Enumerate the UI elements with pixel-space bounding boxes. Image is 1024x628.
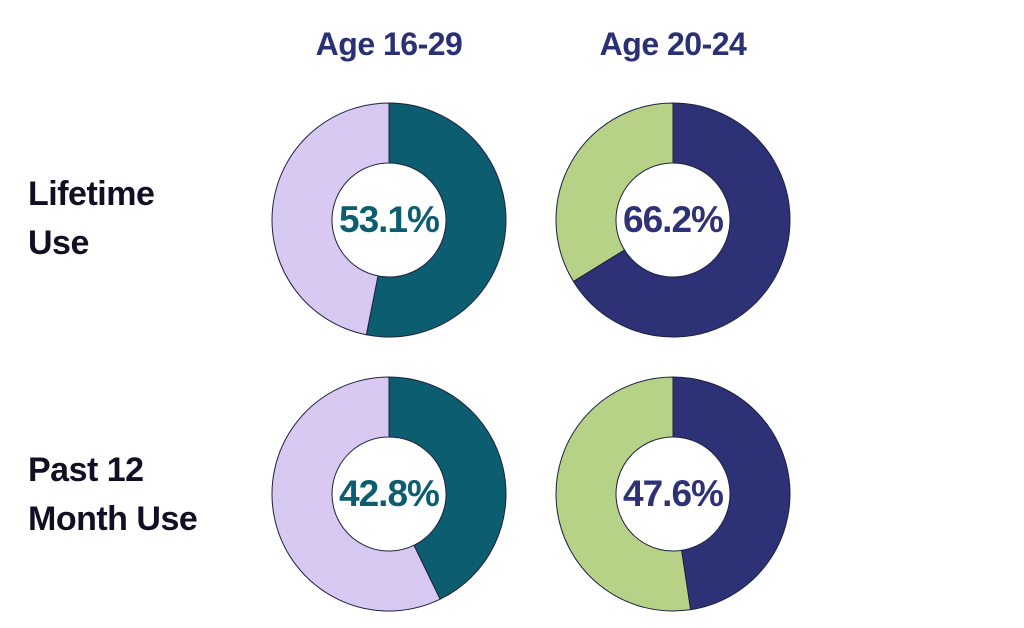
donut-slice bbox=[365, 102, 507, 338]
donut-slice bbox=[555, 376, 692, 612]
donut-chart-past12-20-24: 47.6% bbox=[554, 375, 792, 613]
row-label-line: Month Use bbox=[28, 500, 198, 538]
row-label-line: Lifetime bbox=[28, 175, 155, 213]
donut-chart-lifetime-16-29: 53.1% bbox=[270, 101, 508, 339]
donut-slice bbox=[388, 376, 507, 600]
donut-slice bbox=[672, 376, 791, 611]
donut-center-value: 66.2% bbox=[623, 199, 724, 240]
donut-chart-lifetime-20-24: 66.2% bbox=[554, 101, 792, 339]
donut-ring bbox=[271, 376, 507, 612]
donut-chart-past12-16-29: 42.8% bbox=[270, 375, 508, 613]
donut-center-value: 47.6% bbox=[623, 473, 724, 514]
donut-slice bbox=[271, 102, 390, 336]
row-label-line: Past 12 bbox=[28, 451, 144, 489]
donut-center-value: 42.8% bbox=[339, 473, 440, 514]
donut-slice bbox=[271, 376, 441, 612]
donut-center-value: 53.1% bbox=[339, 199, 440, 240]
column-header-age-16-29: Age 16-29 bbox=[315, 26, 463, 62]
donut-slice bbox=[572, 102, 791, 338]
row-label-lifetime-use: Lifetime Use bbox=[28, 170, 258, 268]
donut-ring bbox=[271, 102, 507, 338]
donut-slice bbox=[555, 102, 674, 282]
donut-ring bbox=[555, 102, 791, 338]
column-header-age-20-24: Age 20-24 bbox=[599, 26, 747, 62]
row-label-line: Use bbox=[28, 224, 89, 262]
donut-ring bbox=[555, 376, 791, 612]
row-label-past-12-month-use: Past 12 Month Use bbox=[28, 446, 258, 544]
